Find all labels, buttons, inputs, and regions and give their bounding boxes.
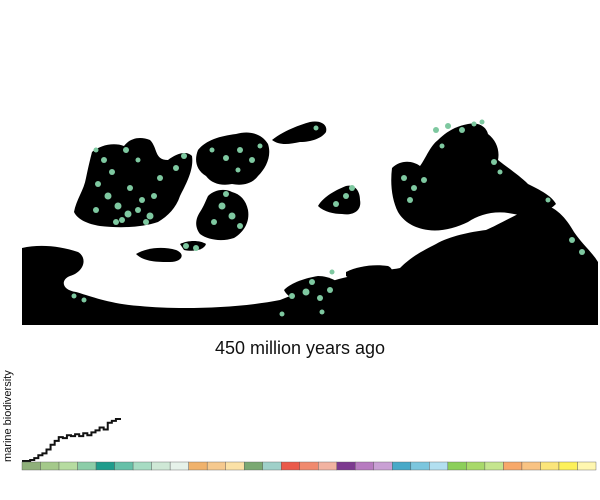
landmass-south-center: [284, 276, 346, 302]
timescale-band: [540, 461, 560, 471]
timescale-band: [484, 461, 504, 471]
timescale-band: [577, 461, 597, 471]
timescale-band: [503, 461, 523, 471]
biodiversity-line-group: [22, 417, 121, 462]
landmass-east: [391, 123, 556, 231]
landmass-baltica: [196, 189, 249, 241]
biodiversity-line: [22, 417, 121, 462]
timescale-band: [429, 461, 449, 471]
timescale-band: [558, 461, 578, 471]
timescale-band: [21, 461, 41, 471]
timescale-band: [95, 461, 115, 471]
timescale-band: [318, 461, 337, 471]
timescale-band: [40, 461, 60, 471]
timescale-band: [281, 461, 300, 471]
fossil-occurrences: [71, 119, 585, 317]
geologic-timescale-bar: [21, 461, 597, 471]
timescale-band: [188, 461, 208, 471]
timescale-band: [114, 461, 134, 471]
timescale-band: [169, 461, 189, 471]
map-caption: 450 million years ago: [214, 338, 386, 358]
timescale-band: [151, 461, 171, 471]
timescale-band: [206, 461, 226, 471]
timescale-band: [243, 461, 263, 471]
timescale-band: [77, 461, 97, 471]
landmass-laurentia: [74, 138, 193, 228]
gondwana-landmass: [22, 204, 598, 325]
biodiversity-curve-chart: [21, 417, 597, 471]
timescale-band: [58, 461, 78, 471]
timescale-band: [355, 461, 375, 471]
timescale-band: [336, 461, 356, 471]
landmass-island-top: [272, 121, 327, 144]
timescale-band: [299, 461, 319, 471]
timescale-band: [466, 461, 486, 471]
timescale-band: [132, 461, 152, 471]
timescale-band: [392, 461, 412, 471]
timescale-band: [410, 461, 430, 471]
timescale-band: [521, 461, 541, 471]
paleogeographic-map: [22, 119, 598, 325]
timescale-band: [262, 461, 282, 471]
timescale-band: [225, 461, 245, 471]
timescale-band: [373, 461, 393, 471]
landmass-south-right: [346, 265, 393, 283]
landmass-central: [318, 185, 361, 215]
landmass-siberia: [196, 132, 270, 185]
timescale-band: [447, 461, 467, 471]
continents: [22, 121, 598, 325]
landmass-small-1: [136, 247, 182, 262]
